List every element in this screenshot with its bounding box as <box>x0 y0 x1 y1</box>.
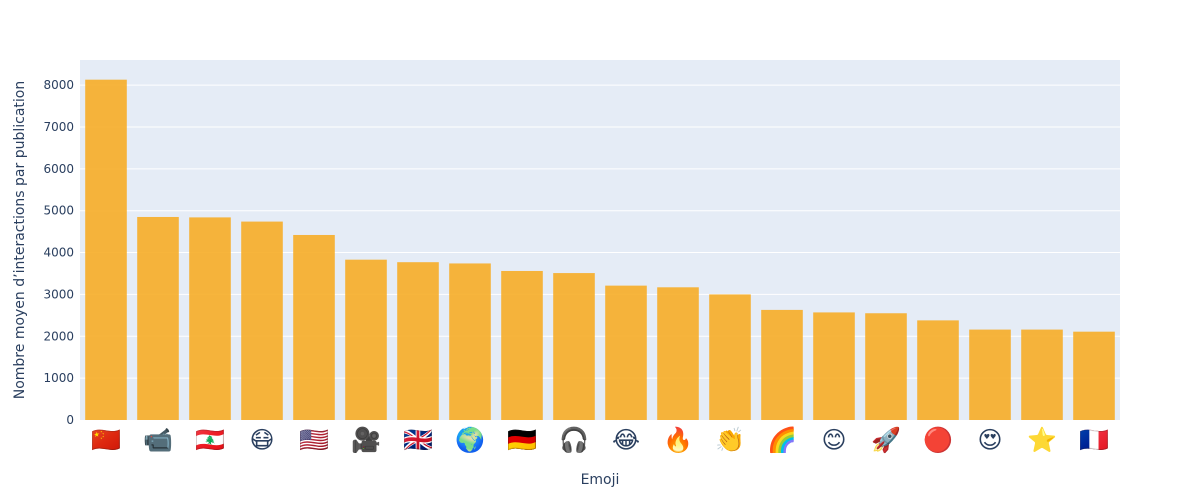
bar <box>189 217 231 420</box>
x-tick-label: 😷 <box>249 426 274 454</box>
bar <box>137 216 179 420</box>
bar <box>501 270 543 420</box>
y-tick-label: 1000 <box>43 371 74 385</box>
x-tick-label: 🇱🇧 <box>195 426 225 454</box>
bar <box>969 329 1011 420</box>
bar <box>813 312 855 420</box>
x-tick-label: 😂 <box>612 426 640 454</box>
bar <box>85 79 127 421</box>
y-tick-label: 2000 <box>43 329 74 343</box>
y-tick-label: 5000 <box>43 204 74 218</box>
bar <box>241 221 283 420</box>
x-tick-label: 👏 <box>715 426 745 454</box>
x-tick-label: 🇩🇪 <box>507 426 537 454</box>
x-axis-ticks: 🇨🇳 📹 🇱🇧 😷 🇺🇸 🎥 🇬🇧 🌍 🇩🇪 🎧 😂 🔥 👏 🌈 😊 🚀 🔴 😍 ⭐ 🇫🇷 <box>91 425 1109 454</box>
x-axis-title: Emoji <box>581 472 620 488</box>
x-tick-label: ⭐ <box>1027 426 1057 454</box>
bar <box>865 313 907 420</box>
y-tick-label: 3000 <box>43 287 74 301</box>
y-axis-title: Nombre moyen d’interactions par publicat… <box>12 81 28 400</box>
x-tick-label: 🇨🇳 <box>91 426 121 454</box>
bar <box>657 287 699 420</box>
y-tick-label: 6000 <box>43 162 74 176</box>
y-tick-label: 8000 <box>43 78 74 92</box>
x-tick-label: 🎥 <box>351 426 381 454</box>
y-tick-label: 4000 <box>43 246 74 260</box>
y-axis-ticks: 0 1000 2000 3000 4000 5000 6000 7000 8000 <box>43 78 74 427</box>
y-tick-label: 0 <box>66 413 74 427</box>
x-tick-label: 🇺🇸 <box>299 426 329 454</box>
x-tick-label: 🇫🇷 <box>1079 426 1109 454</box>
x-tick-label: 🌍 <box>455 426 485 454</box>
y-tick-label: 7000 <box>43 120 74 134</box>
x-tick-label: 📹 <box>143 426 173 454</box>
bar <box>1073 331 1115 420</box>
bar <box>293 234 335 420</box>
x-tick-label: 🎧 <box>559 426 589 454</box>
bar <box>605 285 647 420</box>
x-tick-label: 😍 <box>977 426 1002 454</box>
x-tick-label: 🔥 <box>663 426 693 454</box>
bar <box>553 273 595 420</box>
bar <box>917 320 959 420</box>
bar <box>397 262 439 420</box>
bar <box>345 259 387 420</box>
x-tick-label: 🔴 <box>923 426 953 454</box>
bar <box>449 263 491 420</box>
bar <box>761 309 803 420</box>
x-tick-label: 🌈 <box>767 425 797 454</box>
x-tick-label: 🇬🇧 <box>403 426 433 454</box>
bars <box>85 79 1115 421</box>
bar <box>709 294 751 420</box>
plot-background <box>80 60 1120 420</box>
x-tick-label: 🚀 <box>871 426 901 454</box>
bar <box>1021 329 1063 420</box>
x-tick-label: 😊 <box>821 426 846 454</box>
